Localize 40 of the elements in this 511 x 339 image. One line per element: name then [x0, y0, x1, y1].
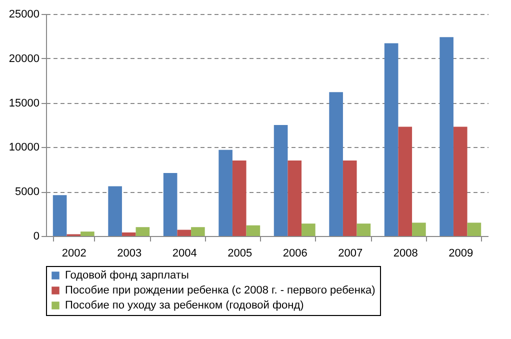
bar	[108, 186, 122, 236]
bar	[218, 150, 232, 236]
bar	[453, 126, 468, 236]
bar	[467, 222, 482, 236]
legend-label: Пособие по уходу за ребенком (годовой фонд)	[65, 300, 304, 312]
bar	[80, 232, 94, 236]
x-tick-label: 2003	[117, 248, 142, 260]
y-tick-label: 0	[33, 230, 40, 242]
bar	[246, 225, 260, 236]
x-tick-label: 2008	[393, 248, 418, 260]
bar	[288, 160, 302, 236]
bar	[356, 224, 371, 236]
legend-label: Пособие при рождении ребенка (с 2008 г. - первого ребенка)	[65, 284, 376, 296]
y-tick-label: 10000	[8, 142, 40, 154]
x-tick-label: 2007	[338, 248, 363, 260]
y-tick-label: 15000	[8, 97, 40, 110]
bar	[163, 172, 178, 236]
bar	[191, 227, 205, 236]
bar	[398, 126, 412, 236]
bar	[384, 43, 398, 236]
x-tick-label: 2009	[448, 248, 474, 260]
bar	[52, 195, 67, 236]
y-tick-label: 20000	[8, 52, 40, 65]
y-tick-label: 5000	[15, 186, 40, 198]
bar	[136, 227, 150, 236]
y-tick-label: 25000	[8, 8, 40, 20]
bar	[329, 92, 343, 236]
x-tick-label: 2005	[228, 248, 252, 260]
bar	[440, 37, 454, 236]
bar	[177, 230, 192, 236]
bar	[342, 160, 357, 236]
x-tick-label: 2002	[62, 248, 86, 260]
bar	[122, 232, 136, 236]
bar	[302, 224, 316, 236]
legend-label: Годовой фонд зарплаты	[65, 270, 189, 282]
x-tick-label: 2006	[282, 248, 308, 260]
bar	[274, 125, 288, 236]
bar	[412, 222, 426, 236]
x-tick-label: 2004	[172, 248, 197, 260]
bar	[232, 160, 246, 236]
